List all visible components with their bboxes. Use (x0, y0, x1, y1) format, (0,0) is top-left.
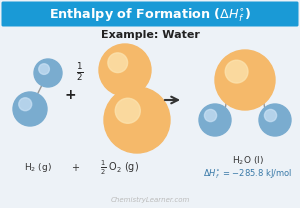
Circle shape (104, 87, 170, 153)
Text: H$_2$O (l): H$_2$O (l) (232, 155, 264, 167)
Circle shape (108, 53, 127, 73)
Text: +: + (71, 163, 79, 173)
Text: ChemistryLearner.com: ChemistryLearner.com (110, 197, 190, 203)
Circle shape (204, 109, 217, 122)
Circle shape (99, 44, 151, 96)
FancyBboxPatch shape (2, 1, 298, 26)
Text: H$_2$ (g): H$_2$ (g) (24, 161, 52, 175)
Circle shape (199, 104, 231, 136)
Circle shape (215, 50, 275, 110)
Circle shape (259, 104, 291, 136)
Circle shape (264, 109, 277, 122)
Circle shape (115, 98, 140, 123)
Circle shape (19, 98, 32, 111)
Text: Example: Water: Example: Water (100, 30, 200, 40)
Text: $\frac{1}{2}$ O$_2$ (g): $\frac{1}{2}$ O$_2$ (g) (100, 159, 140, 177)
Circle shape (13, 92, 47, 126)
Text: Enthalpy of Formation ($\Delta H_f^{\circ}$): Enthalpy of Formation ($\Delta H_f^{\cir… (49, 7, 251, 24)
Circle shape (39, 64, 50, 74)
Circle shape (225, 60, 248, 83)
Text: $\Delta H_f^{\circ}$ = −285.8 kJ/mol: $\Delta H_f^{\circ}$ = −285.8 kJ/mol (203, 167, 293, 181)
Text: $\frac{1}{2}$: $\frac{1}{2}$ (76, 61, 84, 83)
Circle shape (34, 59, 62, 87)
Text: +: + (64, 88, 76, 102)
